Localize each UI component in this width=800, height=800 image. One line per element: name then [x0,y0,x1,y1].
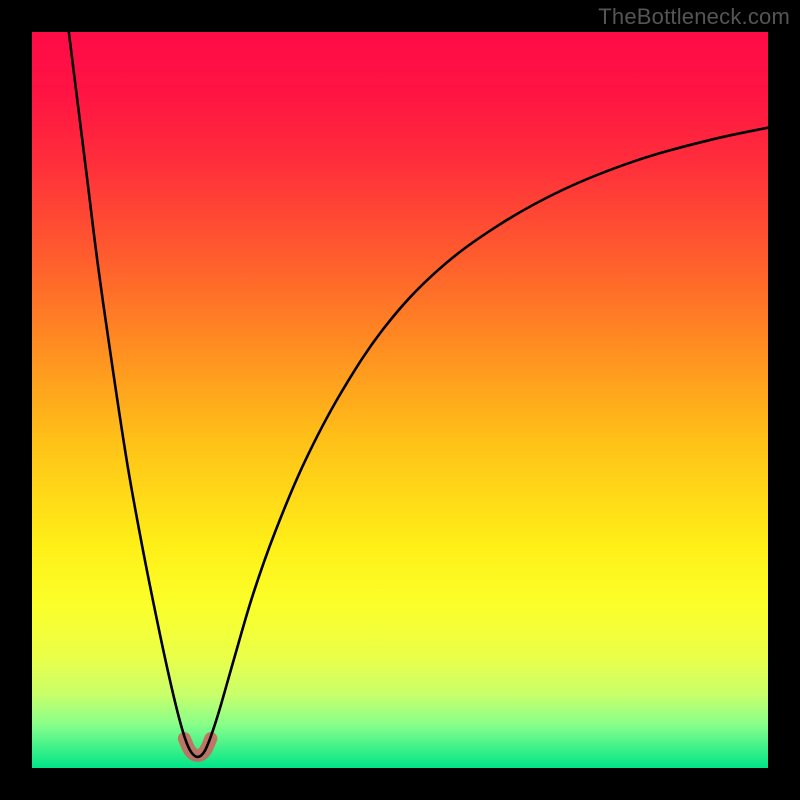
gradient-background [32,32,768,768]
bottleneck-chart [32,32,768,768]
plot-area [32,32,768,768]
watermark-text: TheBottleneck.com [598,4,790,30]
chart-page: TheBottleneck.com [0,0,800,800]
